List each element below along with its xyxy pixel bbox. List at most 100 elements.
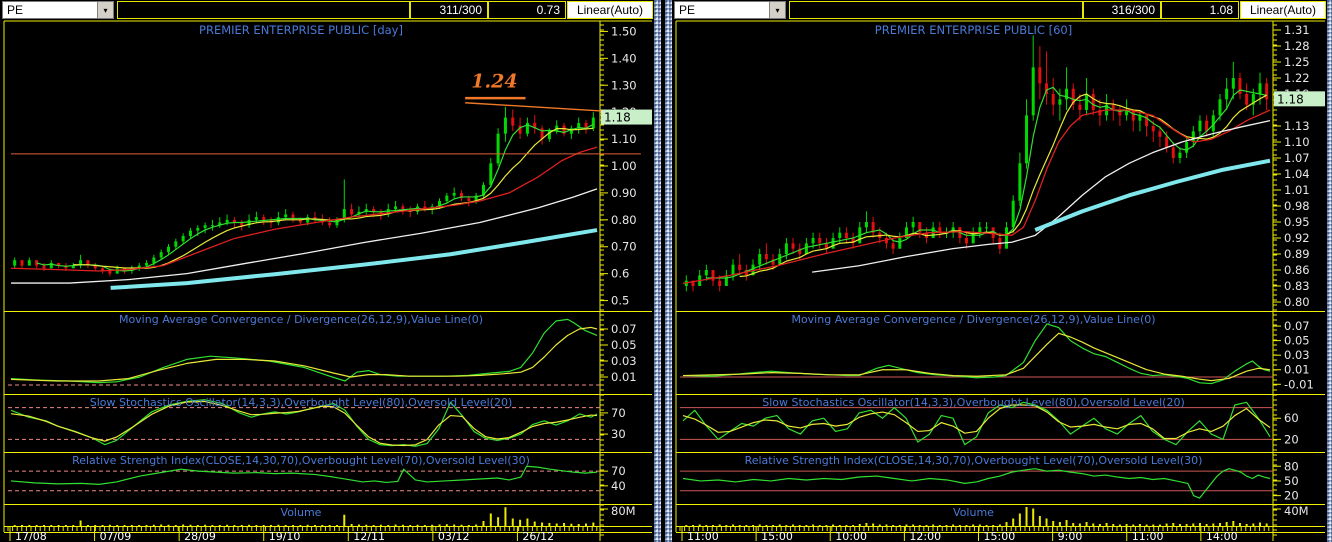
svg-text:14:00: 14:00 [1206, 530, 1238, 542]
symbol-combobox[interactable]: PE ▾ [674, 1, 786, 19]
svg-text:30: 30 [611, 427, 626, 441]
svg-text:80M: 80M [611, 504, 636, 518]
stoch-pane: 70 30 Slow Stochastics Oscillator(14,3,3),… [8, 396, 626, 447]
chart-canvas-left[interactable]: 1.501.401.301.201.101.000.900.800.700.60… [0, 20, 654, 542]
svg-text:0.01: 0.01 [1284, 363, 1310, 377]
svg-text:80: 80 [1284, 459, 1299, 473]
svg-text:0.86: 0.86 [1284, 263, 1310, 277]
svg-text:0.05: 0.05 [1284, 334, 1310, 348]
svg-text:0.07: 0.07 [1284, 319, 1310, 333]
dropdown-arrow-icon[interactable]: ▾ [97, 2, 113, 18]
svg-text:1.18: 1.18 [1277, 92, 1304, 106]
volume-pane: 40M Volume [685, 504, 1309, 526]
chart-canvas-right[interactable]: 1.311.281.251.221.191.131.101.071.041.01… [672, 20, 1327, 542]
candles-layer [684, 35, 1269, 292]
svg-text:0.80: 0.80 [611, 213, 637, 227]
svg-text:1.00: 1.00 [611, 159, 637, 173]
macd-pane: 0.070.050.030.01-0.01 Moving Average Conv… [680, 313, 1314, 391]
toolbar-left: PE ▾ 311/300 0.73 Linear(Auto) [0, 0, 654, 20]
svg-text:0.80: 0.80 [1284, 295, 1310, 309]
ma-long [812, 120, 1271, 273]
svg-text:Volume: Volume [281, 506, 322, 519]
last-price-field: 1.08 [1161, 1, 1239, 19]
svg-text:50: 50 [1284, 474, 1299, 488]
svg-text:11:00: 11:00 [1132, 530, 1164, 542]
svg-text:9:00: 9:00 [1058, 530, 1083, 542]
last-price-tag: 1.18 [601, 109, 652, 125]
svg-text:17/08: 17/08 [15, 530, 47, 542]
chart-frame [675, 20, 1325, 541]
svg-text:1.18: 1.18 [604, 111, 631, 125]
svg-text:0.83: 0.83 [1284, 279, 1310, 293]
svg-text:07/09: 07/09 [100, 530, 132, 542]
svg-text:0.01: 0.01 [611, 370, 637, 384]
svg-text:26/12: 26/12 [522, 530, 554, 542]
last-price-field: 0.73 [488, 1, 566, 19]
symbol-combobox[interactable]: PE ▾ [2, 1, 114, 19]
scale-mode-button[interactable]: Linear(Auto) [567, 1, 653, 19]
svg-text:15:00: 15:00 [984, 530, 1016, 542]
svg-text:0.90: 0.90 [611, 186, 637, 200]
svg-text:10:00: 10:00 [835, 530, 867, 542]
svg-text:1.30: 1.30 [611, 78, 637, 92]
window-border-gap [661, 0, 665, 542]
bar-counter: 311/300 [410, 1, 488, 19]
svg-text:20: 20 [1284, 489, 1299, 503]
svg-text:0.95: 0.95 [1284, 215, 1310, 229]
chart-window-left: PE ▾ 311/300 0.73 Linear(Auto) 1.50 1.40 1… [0, 0, 654, 542]
svg-text:12:00: 12:00 [909, 530, 941, 542]
chart-title: PREMIER ENTERPRISE PUBLIC [day] [199, 23, 403, 37]
ma-longest [110, 228, 598, 290]
svg-text:1.40: 1.40 [611, 51, 637, 65]
svg-text:60: 60 [1284, 411, 1299, 425]
toolbar-spacer [789, 1, 1083, 19]
svg-text:Volume: Volume [953, 506, 994, 519]
window-border-strip[interactable] [665, 0, 672, 542]
window-border-strip[interactable] [654, 0, 661, 542]
dropdown-arrow-icon[interactable]: ▾ [769, 2, 785, 18]
chart-frame [3, 20, 652, 541]
svg-text:Slow Stochastics Oscillator(14: Slow Stochastics Oscillator(14,3,3),Over… [90, 396, 513, 409]
svg-text:1.13: 1.13 [1284, 119, 1310, 133]
svg-text:19/10: 19/10 [269, 530, 301, 542]
right-edge-scrollbar[interactable] [1327, 0, 1332, 542]
svg-text:1.10: 1.10 [1284, 135, 1310, 149]
toolbar-right: PE ▾ 316/300 1.08 Linear(Auto) [672, 0, 1327, 20]
svg-text:0.89: 0.89 [1284, 247, 1310, 261]
svg-text:11:00: 11:00 [687, 530, 719, 542]
window-divider[interactable] [654, 0, 672, 542]
macd-pane: 0.07 0.05 0.03 0.01 Moving Average Convergen… [8, 313, 637, 386]
svg-text:Relative Strength Index(CLOSE,: Relative Strength Index(CLOSE,14,30,70),… [72, 454, 530, 467]
ma-long [11, 188, 598, 284]
svg-text:0.92: 0.92 [1284, 231, 1310, 245]
svg-text:0.6: 0.6 [611, 267, 629, 281]
svg-text:0.5: 0.5 [611, 294, 629, 308]
svg-text:70: 70 [611, 464, 626, 478]
svg-text:1.07: 1.07 [1284, 151, 1310, 165]
volume-pane: 80M Volume [13, 504, 636, 526]
svg-text:1.22: 1.22 [1284, 71, 1310, 85]
svg-text:1.31: 1.31 [1284, 23, 1310, 37]
ma-fast [36, 123, 594, 272]
svg-text:1.01: 1.01 [1284, 183, 1310, 197]
svg-text:Moving Average Convergence / D: Moving Average Convergence / Divergence(… [119, 313, 483, 326]
svg-text:03/12: 03/12 [438, 530, 470, 542]
svg-text:0.03: 0.03 [1284, 348, 1310, 362]
svg-text:Moving Average Convergence / D: Moving Average Convergence / Divergence(… [791, 313, 1155, 326]
svg-text:20: 20 [1284, 432, 1299, 446]
ma-slow [682, 109, 1271, 284]
ma-longest [1034, 158, 1271, 232]
chart-background [672, 20, 1327, 542]
chart-title: PREMIER ENTERPRISE PUBLIC [60] [875, 23, 1072, 37]
svg-text:0.70: 0.70 [611, 240, 637, 254]
svg-text:1.10: 1.10 [611, 132, 637, 146]
svg-text:28/09: 28/09 [184, 530, 216, 542]
scale-mode-button[interactable]: Linear(Auto) [1240, 1, 1326, 19]
x-axis: 17/08 07/09 28/09 19/10 12/11 03/12 26/12 [7, 526, 598, 542]
svg-text:12/11: 12/11 [353, 530, 385, 542]
candles-layer [13, 106, 595, 277]
svg-text:0.03: 0.03 [611, 354, 637, 368]
